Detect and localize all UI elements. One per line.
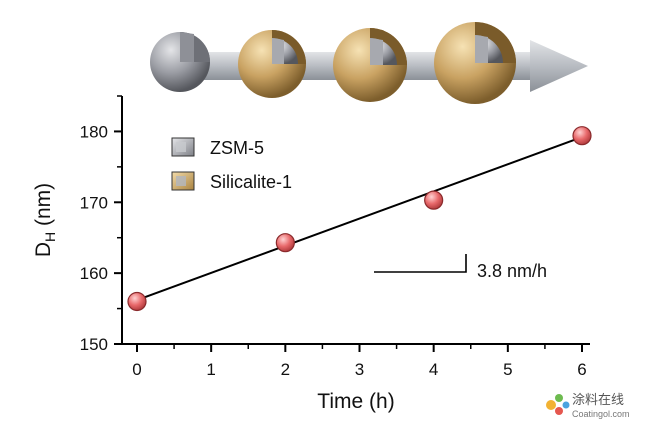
data-point <box>424 190 444 210</box>
y-axis-title-subscript: H <box>42 232 58 242</box>
arrow-head <box>530 40 588 92</box>
watermark-logo-icon <box>546 394 570 415</box>
fit-line <box>136 136 583 302</box>
y-tick-label: 160 <box>80 264 108 283</box>
x-tick-label: 0 <box>132 360 141 379</box>
data-points <box>127 126 592 312</box>
x-tick-label: 5 <box>503 360 512 379</box>
legend-label-zsm5: ZSM-5 <box>210 138 264 158</box>
y-ticks: 150 160 170 180 <box>80 95 122 354</box>
x-tick-label: 2 <box>281 360 290 379</box>
legend-swatch-silicalite-core <box>176 176 186 186</box>
sphere-coated-2 <box>333 28 407 102</box>
x-ticks: 0 1 2 3 4 5 6 <box>132 344 587 379</box>
y-axis-title-main: D <box>32 242 55 257</box>
slope-label: 3.8 nm/h <box>477 261 547 281</box>
watermark: 涂料在线 Coatingol.com <box>546 392 630 419</box>
data-point <box>127 291 147 312</box>
legend-swatch-zsm5-highlight <box>176 142 186 152</box>
sphere-core-only <box>150 32 210 92</box>
y-axis-title-unit: (nm) <box>32 183 55 226</box>
y-axis-title: DH (nm) <box>32 183 58 257</box>
data-point <box>275 233 295 253</box>
legend: ZSM-5 Silicalite-1 <box>171 137 292 192</box>
legend-item-zsm5: ZSM-5 <box>171 137 264 158</box>
y-tick-label: 150 <box>80 335 108 354</box>
x-tick-label: 1 <box>206 360 215 379</box>
sphere-coated-1 <box>238 30 306 98</box>
chart-axes: 0 1 2 3 4 5 6 150 160 170 180 <box>80 95 590 379</box>
sphere-coated-3 <box>434 22 516 104</box>
legend-label-silicalite: Silicalite-1 <box>210 172 292 192</box>
legend-item-silicalite: Silicalite-1 <box>171 171 292 192</box>
data-point <box>572 126 592 146</box>
x-tick-label: 3 <box>355 360 364 379</box>
x-tick-label: 4 <box>429 360 438 379</box>
x-axis-title: Time (h) <box>317 390 394 413</box>
watermark-text-cn: 涂料在线 <box>572 392 624 407</box>
watermark-text-en: Coatingol.com <box>572 409 630 419</box>
slope-triangle <box>374 254 467 273</box>
y-tick-label: 170 <box>80 193 108 212</box>
x-tick-label: 6 <box>577 360 586 379</box>
y-tick-label: 180 <box>80 122 108 141</box>
growth-illustration <box>150 22 588 104</box>
slope-annotation: 3.8 nm/h <box>374 254 547 281</box>
